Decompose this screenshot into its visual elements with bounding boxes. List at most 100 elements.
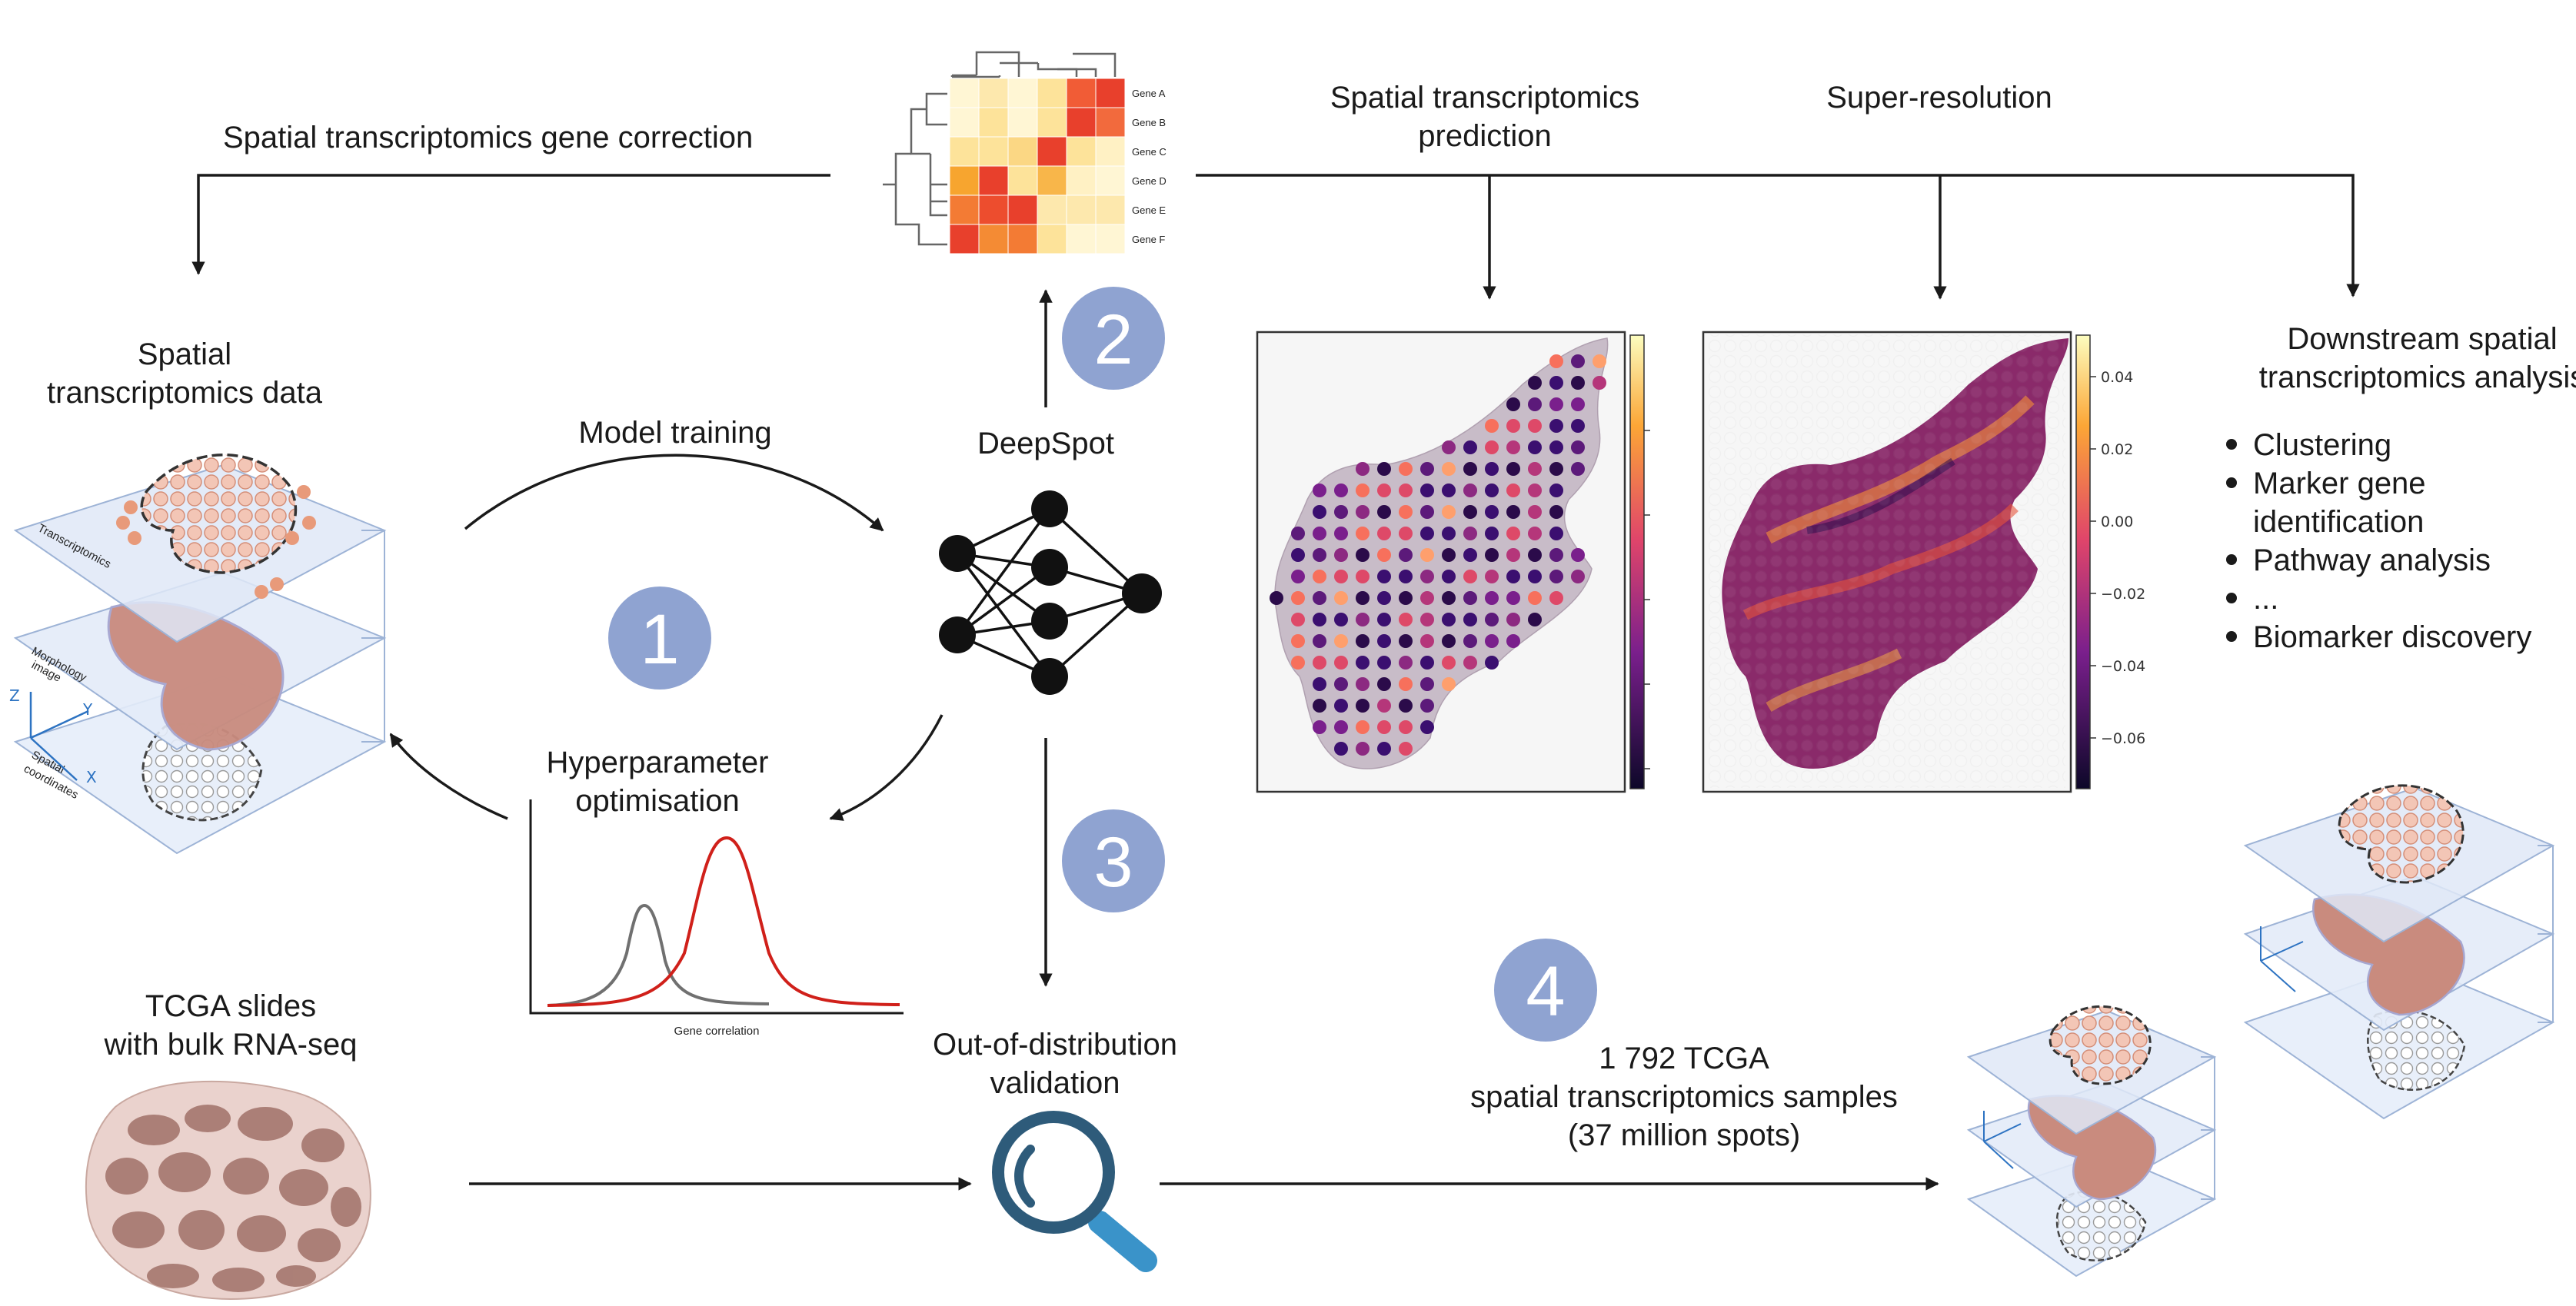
prediction-spot [1485, 505, 1499, 519]
tcga-label-line1: TCGA slides [145, 989, 316, 1023]
prediction-spot [1377, 548, 1391, 562]
prediction-spot [1334, 548, 1348, 562]
svg-text:3: 3 [1093, 823, 1133, 902]
prediction-spot [1506, 634, 1520, 648]
list-item: Marker gene [2253, 467, 2426, 500]
prediction-spot [1313, 720, 1326, 734]
prediction-spot [1377, 699, 1391, 713]
heatmap-cells [949, 78, 1126, 254]
model-training-arrow [464, 454, 884, 532]
prediction-spot [1420, 699, 1434, 713]
prediction-spot [1528, 397, 1542, 411]
prediction-spot [1506, 505, 1520, 519]
arrow-to-downstream [1196, 174, 2360, 297]
prediction-spot [1420, 484, 1434, 497]
svg-text:4: 4 [1526, 952, 1565, 1031]
prediction-spot [1506, 570, 1520, 583]
prediction-spot [1571, 570, 1585, 583]
prediction-spot [1399, 720, 1413, 734]
prediction-spot [1334, 656, 1348, 670]
prediction-spot [1291, 548, 1305, 562]
prediction-spot [1463, 570, 1477, 583]
prediction-spot [1485, 634, 1499, 648]
prediction-spot [1377, 634, 1391, 648]
prediction-spot [1506, 613, 1520, 626]
list-item: Clustering [2253, 428, 2391, 462]
model-training-label: Model training [578, 416, 771, 450]
prediction-spot [1291, 570, 1305, 583]
prediction-spot [1549, 484, 1563, 497]
small-layer-stack [1966, 1005, 2217, 1278]
prediction-spot [1377, 720, 1391, 734]
gene-label: Gene C [1132, 146, 1167, 158]
prediction-spot [1528, 440, 1542, 454]
prediction-spot [1549, 591, 1563, 605]
prediction-spot [1485, 570, 1499, 583]
prediction-spot [1313, 634, 1326, 648]
prediction-spot [1334, 591, 1348, 605]
prediction-spot [1528, 376, 1542, 390]
prediction-spot [1420, 613, 1434, 626]
prediction-spot [1549, 419, 1563, 433]
prediction-spot [1334, 570, 1348, 583]
distribution-plot: Gene correlation [529, 799, 904, 1038]
prediction-spot [1420, 720, 1434, 734]
prediction-spot [1528, 462, 1542, 476]
prediction-spot [1463, 484, 1477, 497]
prediction-spot [1334, 484, 1348, 497]
tcga-label-line2: with bulk RNA-seq [103, 1028, 357, 1062]
gene-label: Gene B [1132, 117, 1166, 128]
gene-correlation-heatmap: Gene A Gene B Gene C Gene D Gene E Gene … [883, 51, 1167, 254]
prediction-spot [1334, 613, 1348, 626]
prediction-spot [1571, 440, 1585, 454]
prediction-spot [1399, 484, 1413, 497]
list-item: Pathway analysis [2253, 543, 2491, 577]
prediction-spot [1506, 397, 1520, 411]
prediction-spot [1506, 462, 1520, 476]
prediction-spot [1334, 634, 1348, 648]
list-item: ... [2253, 582, 2278, 616]
prediction-spot [1377, 462, 1391, 476]
large-layer-stack [2243, 784, 2555, 1120]
prediction-spot [1377, 484, 1391, 497]
prediction-spots [1270, 354, 1606, 756]
gene-label: Gene A [1132, 88, 1166, 99]
super-res-colorbar [2075, 334, 2091, 789]
st-prediction-label-line1: Spatial transcriptomics [1330, 81, 1639, 115]
prediction-spot [1291, 527, 1305, 540]
prediction-spot [1442, 677, 1456, 691]
prediction-spot [1442, 656, 1456, 670]
prediction-spot [1356, 634, 1370, 648]
prediction-spot [1485, 548, 1499, 562]
prediction-spot [1377, 742, 1391, 756]
prediction-spot [1506, 548, 1520, 562]
prediction-spot [1356, 570, 1370, 583]
prediction-spot [1485, 440, 1499, 454]
heatmap-top-dendrogram [950, 51, 1117, 78]
downstream-label-line2: transcriptomics analysis [2259, 361, 2576, 394]
prediction-spot [1313, 570, 1326, 583]
prediction-spot [1356, 484, 1370, 497]
colorbar-tick: 0.00 [2101, 513, 2133, 530]
prediction-spot [1313, 699, 1326, 713]
prediction-spot [1356, 742, 1370, 756]
colorbar-tick: −0.04 [2101, 658, 2145, 675]
prediction-spot [1420, 462, 1434, 476]
prediction-spot [1334, 720, 1348, 734]
top-branch-arrows [191, 174, 2360, 300]
gene-label: Gene E [1132, 204, 1166, 216]
prediction-spot [1485, 591, 1499, 605]
prediction-spot [1463, 591, 1477, 605]
prediction-spot [1334, 742, 1348, 756]
prediction-spot [1313, 527, 1326, 540]
gene-correction-label: Spatial transcriptomics gene correction [223, 121, 753, 155]
prediction-spot [1593, 376, 1606, 390]
prediction-spot [1549, 462, 1563, 476]
gene-correlation-label: Gene correlation [674, 1025, 760, 1038]
prediction-spot [1442, 440, 1456, 454]
prediction-spot [1485, 527, 1499, 540]
prediction-spot [1549, 570, 1563, 583]
prediction-spot [1442, 591, 1456, 605]
prediction-spot [1377, 570, 1391, 583]
prediction-spot [1356, 462, 1370, 476]
